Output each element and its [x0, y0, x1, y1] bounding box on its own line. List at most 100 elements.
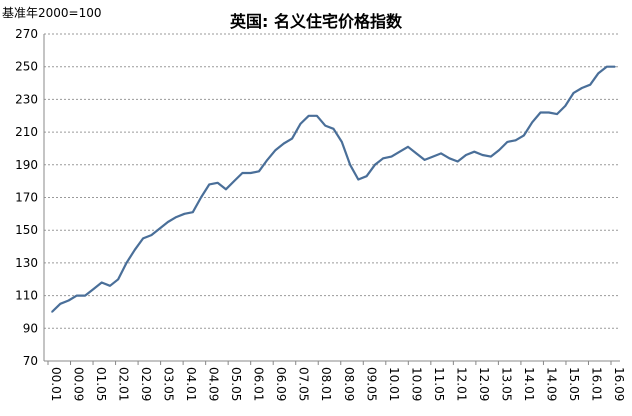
- x-tick-label: 01.05: [94, 367, 108, 401]
- data-point: [200, 196, 202, 199]
- data-point: [614, 65, 616, 68]
- x-tick-label: 06.09: [274, 367, 288, 401]
- data-point: [514, 139, 517, 142]
- data-point: [506, 141, 509, 143]
- x-tick-label: 15.05: [567, 367, 581, 401]
- data-point: [258, 170, 260, 173]
- data-point: [465, 154, 467, 156]
- data-point: [100, 281, 103, 284]
- y-tick-label: 210: [15, 125, 38, 139]
- data-point: [266, 159, 269, 161]
- x-tick-label: 02.09: [139, 367, 153, 401]
- y-axis-unit-label: 基准年2000=100: [2, 6, 102, 20]
- data-point: [548, 111, 550, 114]
- data-point: [183, 213, 186, 215]
- x-tick-label: 10.01: [387, 367, 401, 401]
- y-tick-label: 90: [23, 321, 38, 335]
- data-point: [291, 137, 293, 140]
- data-point: [109, 285, 111, 287]
- x-tick-label: 00.09: [72, 367, 86, 401]
- data-point: [531, 121, 533, 124]
- data-point: [440, 152, 442, 155]
- data-point: [473, 150, 476, 153]
- data-point: [564, 105, 567, 107]
- data-point: [390, 155, 393, 158]
- data-point: [299, 123, 302, 125]
- x-tick-label: 09.05: [364, 367, 378, 401]
- data-point: [374, 164, 376, 166]
- x-tick-label: 12.01: [454, 367, 468, 401]
- y-tick-label: 250: [15, 60, 38, 74]
- x-tick-label: 06.01: [252, 367, 266, 401]
- data-point: [341, 141, 343, 143]
- data-point: [216, 182, 219, 184]
- data-point: [192, 211, 194, 213]
- x-tick-label: 14.09: [544, 367, 558, 401]
- x-tick-label: 11.05: [432, 367, 446, 401]
- chart-title: 英国: 名义住宅价格指数: [230, 12, 402, 31]
- x-tick-label: 13.05: [499, 367, 513, 401]
- data-point: [142, 237, 144, 240]
- x-tick-label: 16.09: [612, 367, 626, 401]
- data-point: [481, 154, 484, 156]
- x-tick-label: 00.01: [49, 367, 63, 401]
- data-point: [51, 311, 53, 313]
- x-tick-label: 03.05: [162, 367, 176, 401]
- axes: [43, 34, 620, 365]
- x-tick-label: 12.09: [477, 367, 491, 401]
- data-point: [316, 115, 318, 117]
- data-point: [167, 221, 169, 223]
- x-tick-label: 14.01: [522, 367, 536, 401]
- data-point: [84, 294, 86, 297]
- data-point: [423, 159, 426, 161]
- data-point: [456, 160, 459, 163]
- data-point: [283, 142, 285, 145]
- data-point: [175, 216, 177, 218]
- data-point: [581, 87, 583, 89]
- data-point: [241, 172, 244, 174]
- data-point: [158, 227, 161, 230]
- data-point: [274, 149, 277, 151]
- x-tick-label: 04.09: [207, 367, 221, 401]
- data-point: [382, 157, 385, 160]
- y-tick-label: 270: [15, 27, 38, 41]
- data-point: [233, 180, 235, 182]
- data-point: [398, 150, 401, 153]
- data-point: [589, 83, 591, 86]
- data-point: [539, 111, 542, 114]
- data-point: [249, 172, 252, 174]
- data-point: [67, 299, 70, 302]
- y-tick-label: 170: [15, 191, 38, 205]
- y-tick-label: 130: [15, 256, 38, 270]
- data-point: [150, 234, 153, 236]
- data-point: [117, 278, 119, 281]
- data-point: [125, 262, 128, 264]
- data-point: [349, 164, 351, 166]
- y-tick-label: 150: [15, 223, 38, 237]
- data-point: [59, 303, 62, 305]
- data-point: [307, 115, 310, 117]
- data-point: [225, 188, 227, 191]
- data-point: [556, 113, 558, 115]
- y-tick-label: 70: [23, 354, 38, 368]
- data-point: [490, 155, 492, 158]
- data-point: [415, 152, 418, 155]
- data-point: [597, 72, 600, 74]
- series-line: [51, 65, 615, 313]
- x-tick-labels: 00.01 00.09 01.05 02.01 02.09 03.05 04.01 04.09…: [49, 367, 626, 401]
- data-point: [357, 178, 360, 181]
- data-point: [92, 288, 95, 290]
- data-point: [332, 128, 335, 130]
- x-tick-label: 08.01: [319, 367, 333, 401]
- gridlines: [44, 33, 620, 329]
- data-point: [407, 146, 409, 148]
- y-tick-label: 190: [15, 158, 38, 172]
- data-point: [498, 149, 500, 151]
- y-tick-label: 110: [15, 289, 38, 303]
- data-point: [572, 92, 575, 94]
- x-tick-label: 10.09: [409, 367, 423, 401]
- data-point: [523, 134, 525, 137]
- x-tick-label: 02.01: [117, 367, 131, 401]
- x-tick-label: 08.09: [342, 367, 356, 401]
- data-point: [605, 65, 608, 68]
